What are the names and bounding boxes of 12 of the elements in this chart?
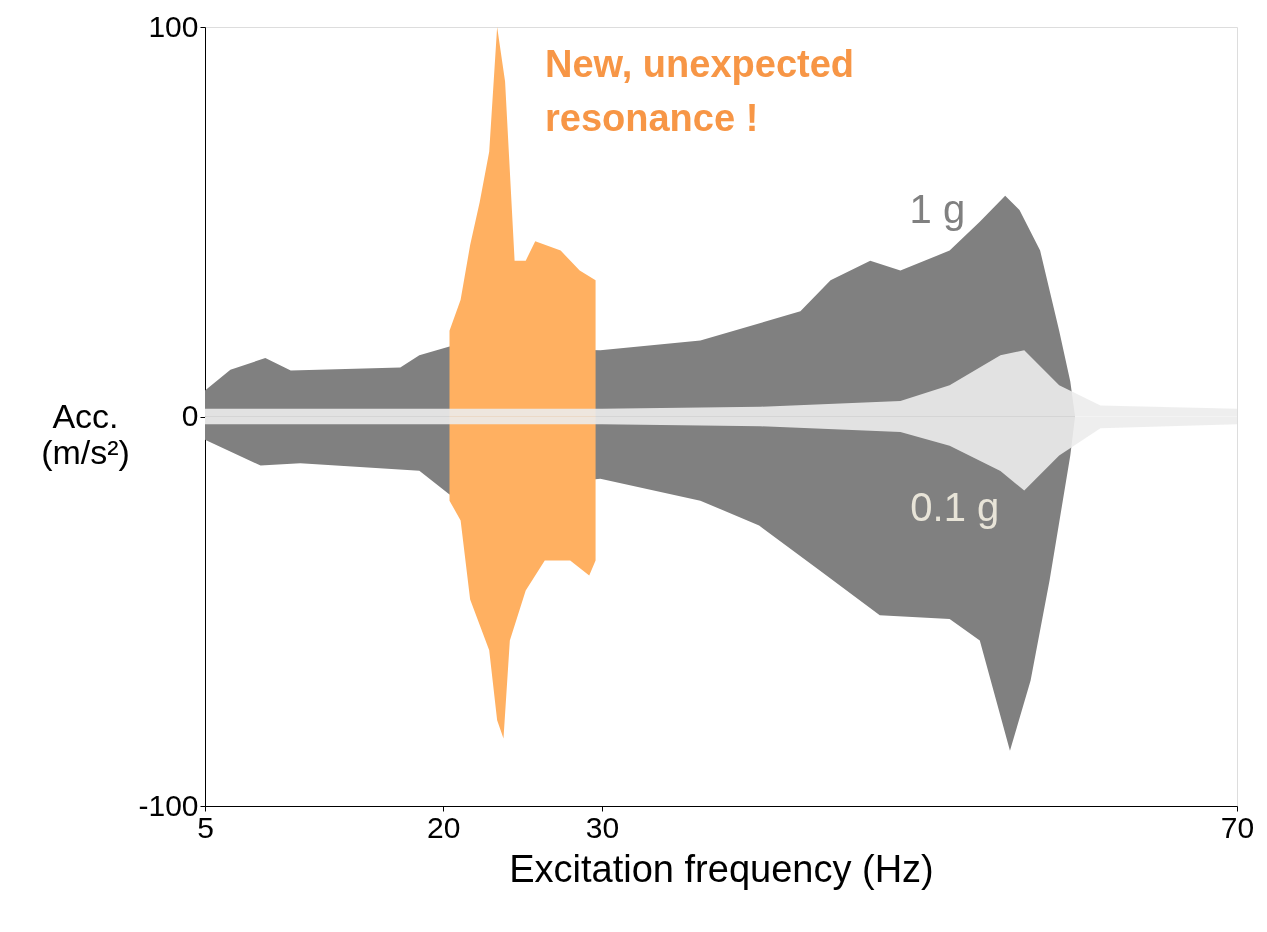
annotation: New, unexpected resonance !: [545, 43, 855, 139]
x-tick-label: 5: [197, 810, 214, 844]
y-tick-label: 100: [148, 9, 199, 43]
x-tick-label: 20: [426, 810, 461, 844]
x-tick-label: 70: [1220, 810, 1255, 844]
y-tick-label: -100: [138, 788, 199, 822]
y-axis-title: Acc. (m/s²): [41, 396, 130, 471]
series-label: 1 g: [909, 186, 966, 231]
x-axis-title: Excitation frequency (Hz): [509, 847, 934, 890]
y-tick-label: 0: [181, 399, 199, 432]
x-tick-label: 30: [585, 810, 620, 844]
series-label: 0.1 g: [910, 484, 1000, 529]
